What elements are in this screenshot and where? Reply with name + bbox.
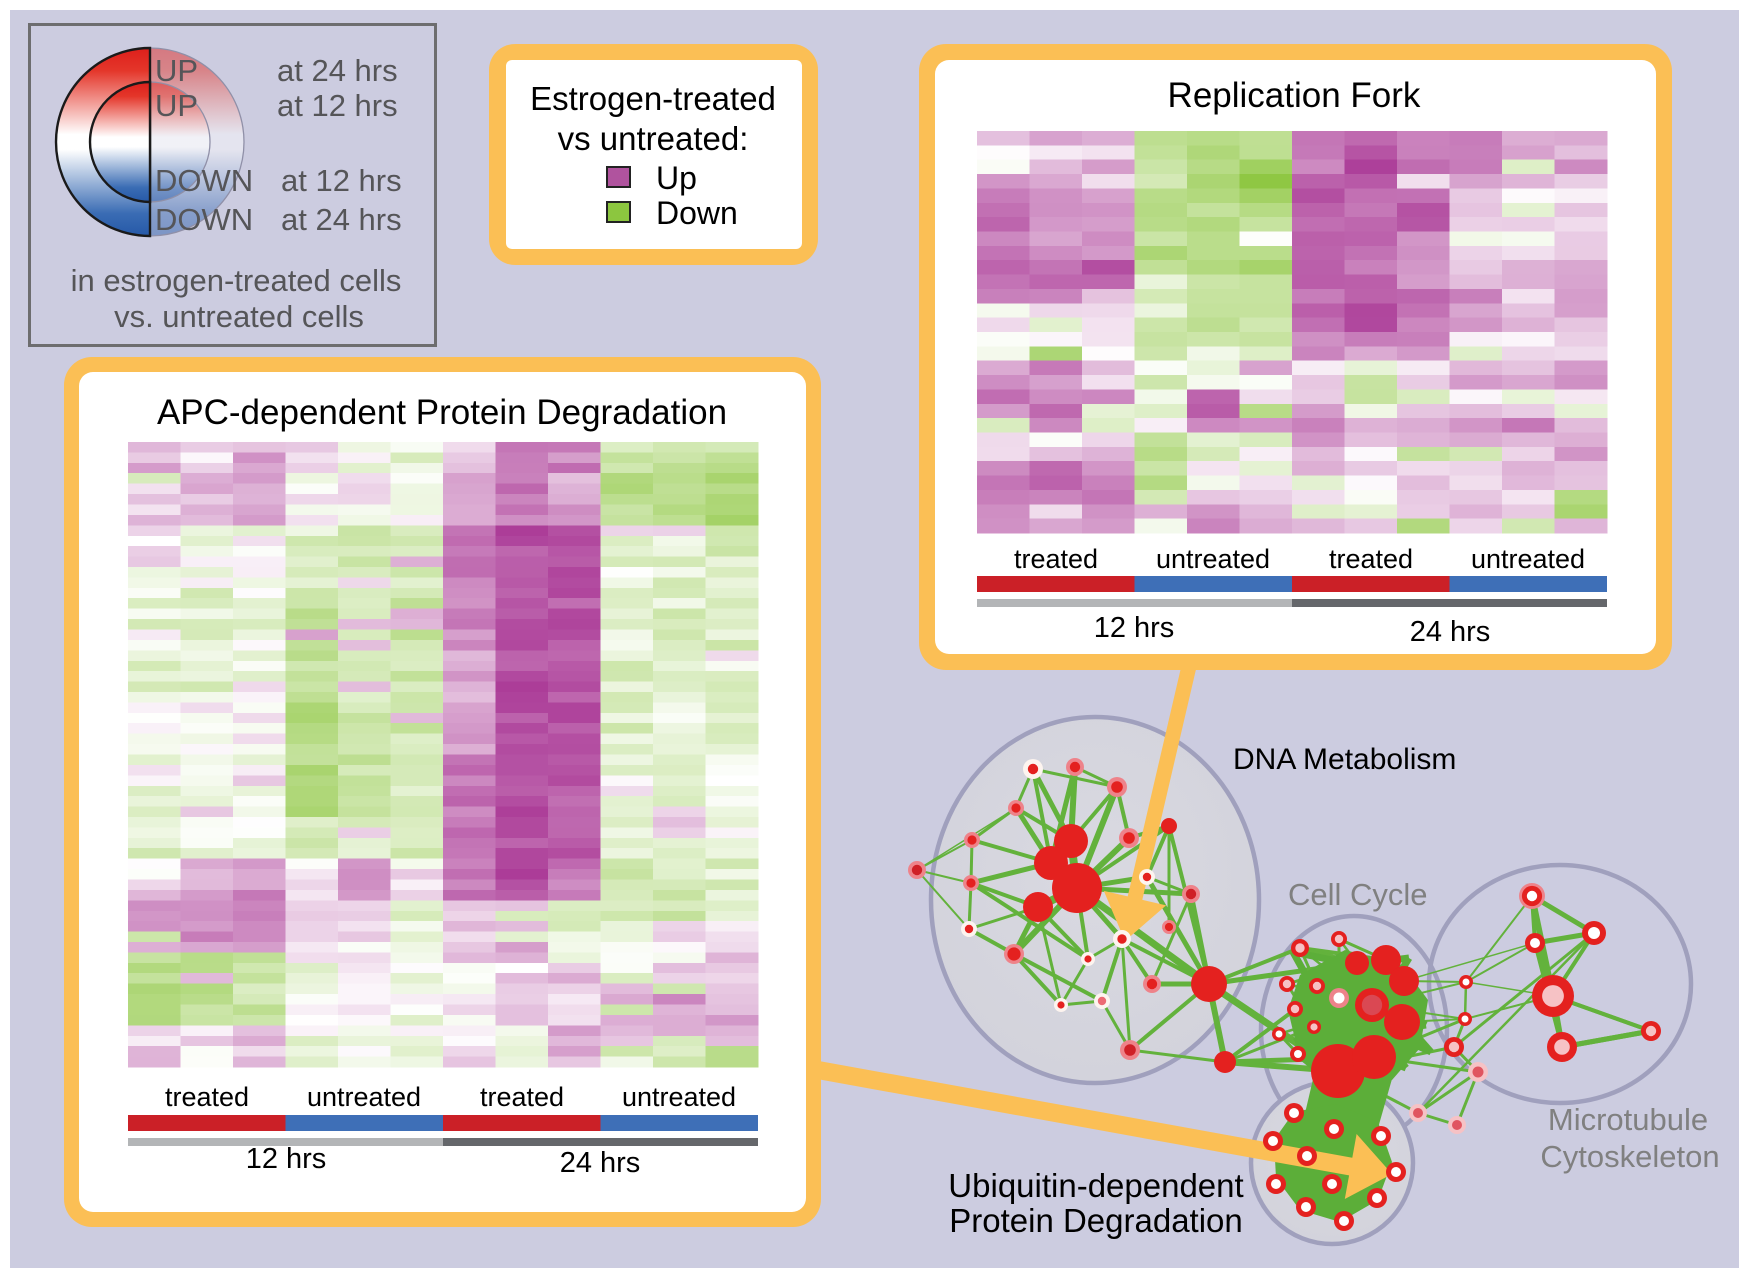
svg-text:untreated: untreated [622, 1082, 736, 1112]
svg-text:untreated: untreated [307, 1082, 421, 1112]
svg-text:12 hrs: 12 hrs [1094, 612, 1175, 644]
svg-text:DNA Metabolism: DNA Metabolism [1233, 743, 1456, 776]
svg-text:treated: treated [480, 1082, 564, 1112]
svg-text:UP: UP [155, 88, 198, 123]
svg-text:vs untreated:: vs untreated: [558, 120, 749, 157]
svg-text:DOWN: DOWN [155, 163, 253, 198]
svg-text:at 24 hrs: at 24 hrs [281, 202, 402, 237]
svg-text:24 hrs: 24 hrs [1410, 616, 1491, 648]
svg-text:Ubiquitin-dependent: Ubiquitin-dependent [948, 1167, 1243, 1204]
svg-text:untreated: untreated [1471, 544, 1585, 574]
svg-text:Estrogen-treated: Estrogen-treated [530, 80, 776, 117]
svg-text:at 24 hrs: at 24 hrs [277, 53, 398, 88]
svg-text:Up: Up [656, 160, 697, 196]
svg-text:at 12 hrs: at 12 hrs [277, 88, 398, 123]
svg-text:at 12 hrs: at 12 hrs [281, 163, 402, 198]
svg-text:in estrogen-treated cells: in estrogen-treated cells [71, 263, 402, 298]
svg-text:untreated: untreated [1156, 544, 1270, 574]
svg-text:UP: UP [155, 53, 198, 88]
svg-text:Microtubule: Microtubule [1548, 1102, 1708, 1137]
svg-text:treated: treated [165, 1082, 249, 1112]
svg-text:DOWN: DOWN [155, 202, 253, 237]
svg-text:APC-dependent Protein Degradat: APC-dependent Protein Degradation [157, 393, 727, 432]
svg-text:Replication Fork: Replication Fork [1168, 76, 1421, 115]
svg-text:Down: Down [656, 195, 738, 231]
svg-text:Protein Degradation: Protein Degradation [949, 1202, 1243, 1239]
svg-text:Cytoskeleton: Cytoskeleton [1540, 1139, 1719, 1174]
svg-text:treated: treated [1329, 544, 1413, 574]
svg-text:vs. untreated cells: vs. untreated cells [114, 299, 364, 334]
svg-text:treated: treated [1014, 544, 1098, 574]
svg-text:24 hrs: 24 hrs [560, 1147, 641, 1179]
svg-text:Cell Cycle: Cell Cycle [1288, 877, 1428, 912]
svg-text:12 hrs: 12 hrs [246, 1143, 327, 1175]
